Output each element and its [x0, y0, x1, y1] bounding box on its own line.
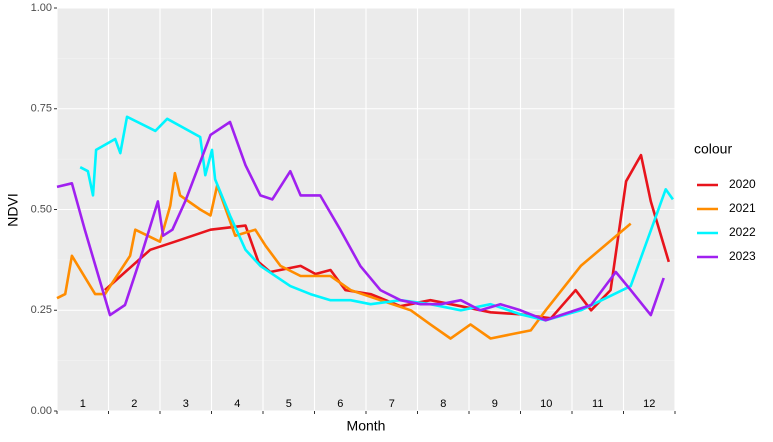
series-line: [56, 120, 665, 322]
legend-title: colour: [694, 141, 732, 157]
legend-label: 2020: [729, 177, 756, 191]
y-tick-label: 0.25: [31, 304, 52, 316]
series-line: [79, 115, 674, 322]
month-label: 2: [131, 398, 137, 410]
month-label: 1: [80, 398, 86, 410]
y-axis-title: NDVI: [5, 193, 21, 226]
legend-label: 2022: [729, 225, 756, 239]
y-tick-label: 1.00: [31, 2, 52, 14]
month-label: 4: [234, 398, 240, 410]
legend-label: 2023: [729, 249, 756, 263]
lines: [56, 115, 674, 340]
month-label: 6: [337, 398, 343, 410]
series-line: [56, 171, 632, 340]
month-label: 12: [643, 398, 655, 410]
y-tick-label: 0.50: [31, 203, 52, 215]
month-label: 3: [183, 398, 189, 410]
month-label: 9: [492, 398, 498, 410]
y-tick-label: 0.00: [31, 405, 52, 417]
legend-label: 2021: [729, 201, 756, 215]
x-axis-title: Month: [347, 418, 386, 434]
month-label: 11: [592, 398, 603, 410]
month-label: 7: [389, 398, 395, 410]
month-label: 10: [540, 398, 552, 410]
month-label: 8: [440, 398, 446, 410]
y-tick-label: 0.75: [31, 103, 52, 115]
month-label: 5: [286, 398, 292, 410]
legend: 2020 2021 2022 2023: [697, 177, 756, 263]
